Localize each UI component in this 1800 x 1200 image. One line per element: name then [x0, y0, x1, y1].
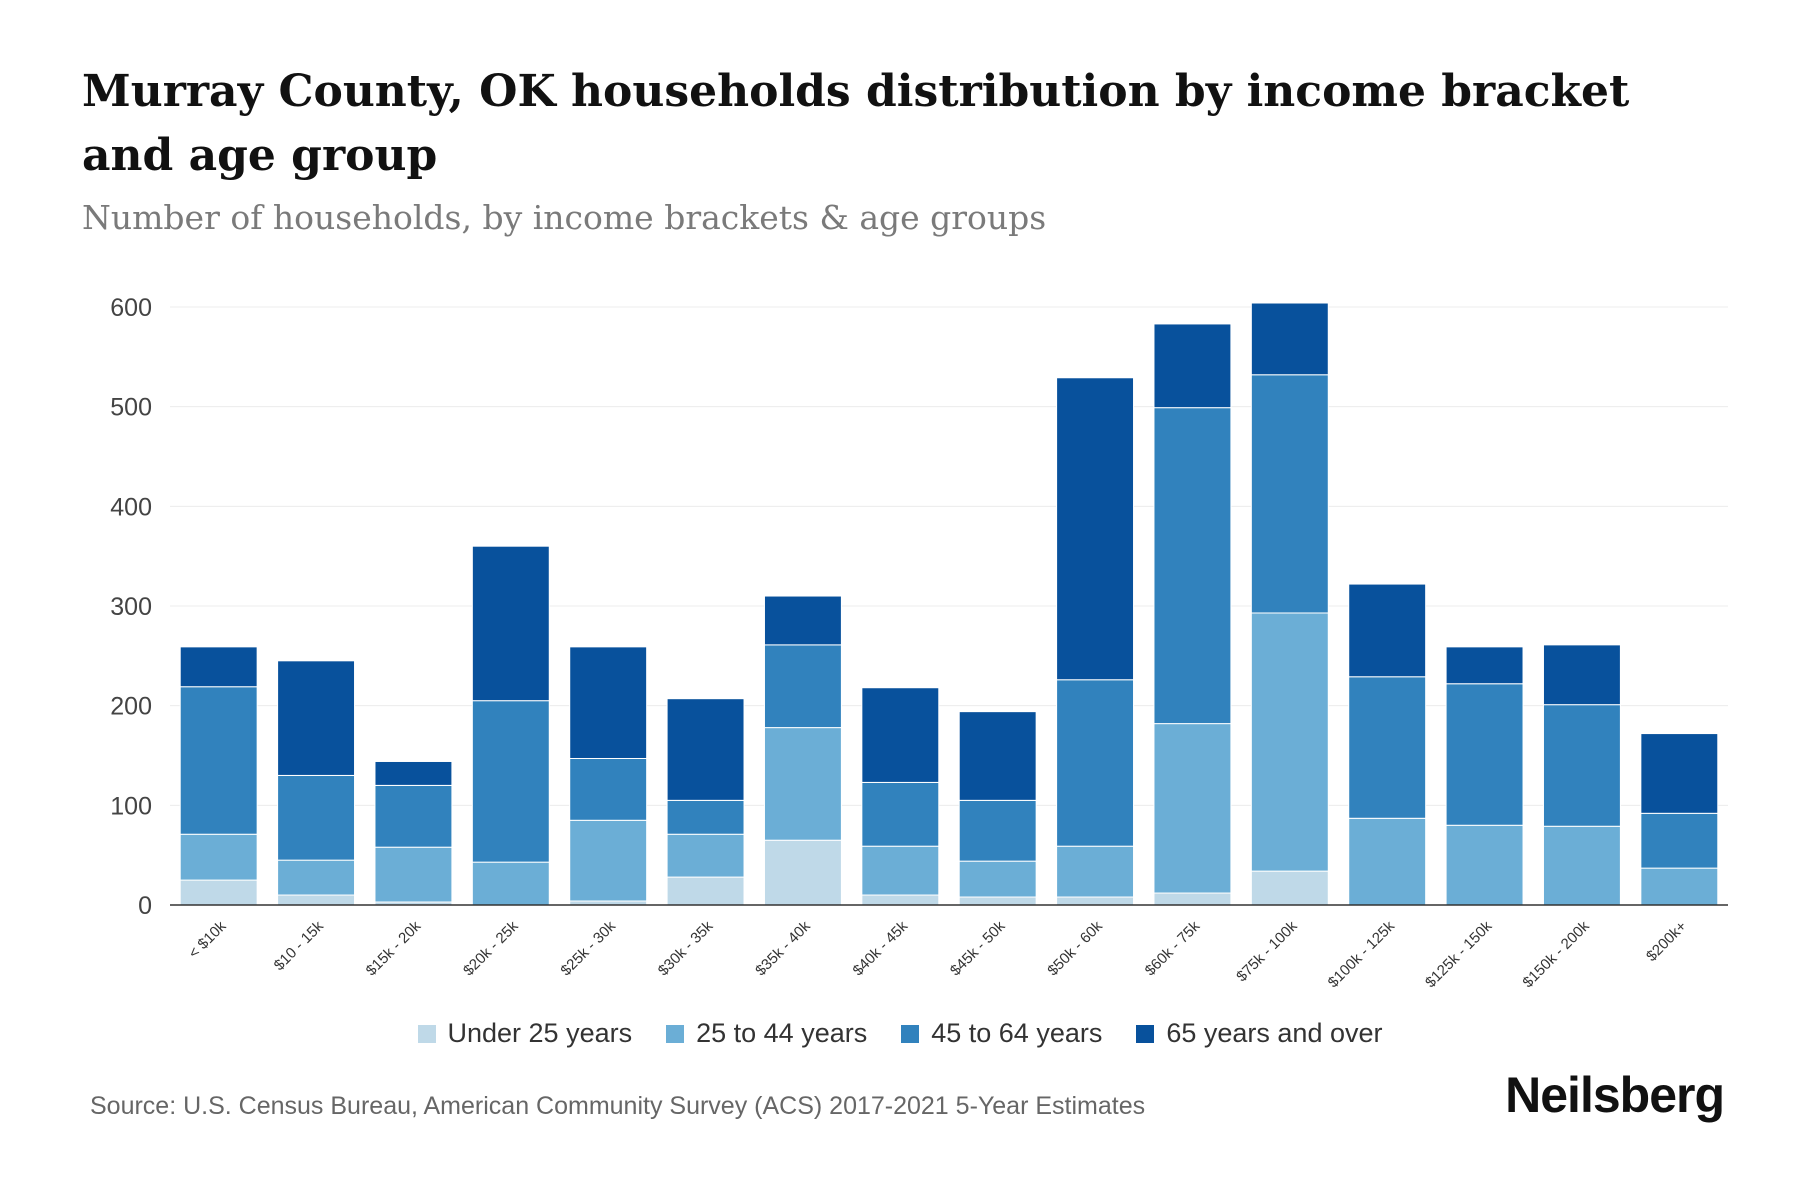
- legend-item-45-64[interactable]: 45 to 64 years: [901, 1018, 1102, 1049]
- legend-label-65-plus: 65 years and over: [1166, 1018, 1383, 1048]
- x-tick-label: $15k - 20k: [363, 917, 425, 979]
- bar-segment: [179, 879, 258, 906]
- x-tick-label: $35k - 40k: [752, 917, 814, 979]
- x-tick-label: < $10k: [185, 917, 230, 962]
- bar-segment: [763, 595, 842, 646]
- bar-segment: [374, 846, 453, 903]
- legend-label-under-25: Under 25 years: [447, 1018, 633, 1048]
- bar-segment: [1542, 644, 1621, 706]
- bar-segment: [569, 646, 648, 759]
- y-tick-label: 0: [138, 892, 152, 920]
- y-tick-label: 300: [110, 593, 152, 621]
- chart-subtitle: Number of households, by income brackets…: [82, 198, 1047, 237]
- bar-segment: [861, 845, 940, 896]
- bar-segment: [1445, 646, 1524, 685]
- bar-segment: [861, 687, 940, 783]
- x-tick-label: $45k - 50k: [947, 917, 1009, 979]
- x-tick-label: $25k - 30k: [557, 917, 619, 979]
- legend-label-25-44: 25 to 44 years: [696, 1018, 868, 1048]
- bar-segment: [958, 860, 1037, 898]
- x-tick-label: $200k+: [1643, 918, 1690, 965]
- bar-segment: [1348, 583, 1427, 678]
- bar-segment: [179, 833, 258, 881]
- bar-segment: [958, 711, 1037, 801]
- bar-segment: [763, 727, 842, 841]
- bar-segment: [1153, 323, 1232, 409]
- legend-swatch-25-44: [666, 1024, 685, 1043]
- stacked-bar-chart: 0 100 200 300 400 500 600 < $10k $10 - 15k $15k -…: [110, 294, 1728, 991]
- bar-segment: [1542, 825, 1621, 906]
- y-tick-label: 200: [110, 693, 152, 721]
- bar-segment: [763, 644, 842, 729]
- legend-item-25-44[interactable]: 25 to 44 years: [666, 1018, 867, 1049]
- x-tick-label: $150k - 200k: [1519, 917, 1593, 991]
- y-tick-label: 400: [110, 493, 152, 521]
- bar-segment: [1348, 676, 1427, 819]
- bar-segment: [374, 784, 453, 848]
- bar-segment: [1640, 812, 1719, 869]
- source-note: Source: U.S. Census Bureau, American Com…: [90, 1092, 1146, 1120]
- legend-label-45-64: 45 to 64 years: [931, 1018, 1103, 1048]
- bar-segment: [1250, 302, 1329, 376]
- x-tick-label: $75k - 100k: [1233, 917, 1301, 985]
- bar-segment: [374, 760, 453, 786]
- bar-segment: [1250, 870, 1329, 906]
- bar-segment: [958, 799, 1037, 862]
- x-tick-label: $100k - 125k: [1325, 917, 1399, 991]
- bar-segment: [763, 839, 842, 906]
- bar-segment: [1056, 377, 1135, 681]
- bar-segment: [861, 894, 940, 906]
- bar-segment: [1445, 683, 1524, 826]
- y-tick-label: 500: [110, 394, 152, 422]
- bar-segment: [666, 799, 745, 835]
- x-tick-label: $10 - 15k: [271, 917, 328, 974]
- bar-segment: [1250, 374, 1329, 614]
- bar-segment: [1348, 817, 1427, 906]
- bar-segment: [179, 686, 258, 835]
- bar-segment: [1056, 679, 1135, 847]
- y-tick-label: 600: [110, 294, 152, 322]
- bar-segment: [666, 833, 745, 878]
- bar-segment: [666, 698, 745, 801]
- bar-segment: [277, 859, 356, 896]
- chart-legend: Under 25 years 25 to 44 years 45 to 64 y…: [0, 1018, 1800, 1049]
- bar-segment: [179, 646, 258, 688]
- bar-segment: [1056, 896, 1135, 906]
- legend-swatch-under-25: [417, 1024, 436, 1043]
- bar-segment: [666, 876, 745, 906]
- bar-segment: [958, 896, 1037, 906]
- bar-segment: [1542, 704, 1621, 827]
- chart-title: Murray County, OK households distributio…: [82, 66, 1630, 181]
- x-tick-label: $125k - 150k: [1422, 917, 1496, 991]
- x-tick-label: $30k - 35k: [655, 917, 717, 979]
- bar-segment: [471, 700, 550, 863]
- bar-segment: [1445, 824, 1524, 906]
- bar-segment: [1153, 892, 1232, 906]
- bar-segment: [1640, 867, 1719, 906]
- x-tick-label: $20k - 25k: [460, 917, 522, 979]
- bar-segment: [277, 774, 356, 861]
- bar-segment: [277, 660, 356, 776]
- bar-segment: [471, 861, 550, 906]
- legend-item-under-25[interactable]: Under 25 years: [417, 1018, 633, 1049]
- bar-segment: [471, 545, 550, 702]
- bar-segment: [277, 894, 356, 906]
- legend-swatch-45-64: [901, 1024, 920, 1043]
- bar-segment: [1153, 407, 1232, 725]
- brand-logo: Neilsberg: [1505, 1067, 1725, 1123]
- bar-segment: [861, 781, 940, 847]
- y-tick-label: 100: [110, 792, 152, 820]
- bar-segment: [1640, 733, 1719, 814]
- x-tick-label: $50k - 60k: [1044, 917, 1106, 979]
- x-tick-label: $60k - 75k: [1142, 917, 1204, 979]
- bar-segment: [569, 819, 648, 902]
- bar-segment: [569, 757, 648, 821]
- legend-swatch-65-plus: [1136, 1024, 1155, 1043]
- bar-segment: [1056, 845, 1135, 898]
- legend-item-65-plus[interactable]: 65 years and over: [1136, 1018, 1383, 1049]
- bar-segment: [1250, 612, 1329, 872]
- bar-segment: [1153, 723, 1232, 894]
- x-tick-label: $40k - 45k: [850, 917, 912, 979]
